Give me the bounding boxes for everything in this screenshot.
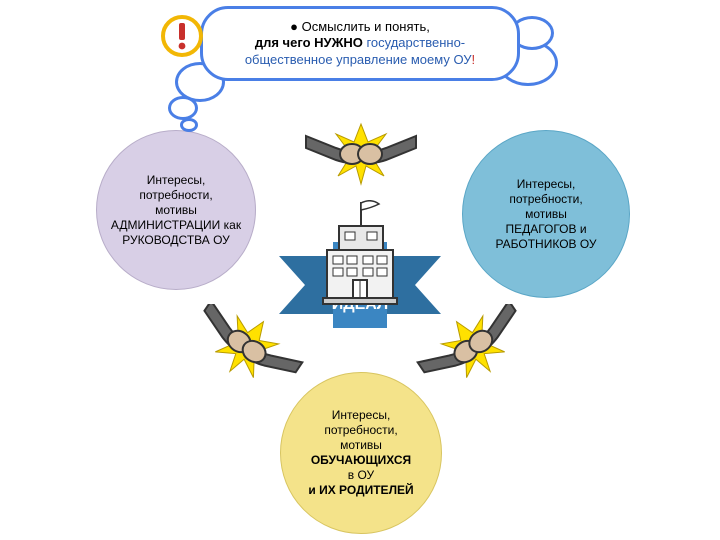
cloud-line3: общественное управление моему ОУ! [221,52,499,68]
students-text: Интересы, потребности, мотивы ОБУЧАЮЩИХС… [308,408,413,498]
teachers-text: Интересы, потребности, мотивы ПЕДАГОГОВ … [495,177,596,252]
diagram-stage: ● Осмыслить и понять, для чего НУЖНО гос… [0,0,720,540]
conflict-icon-top [302,112,420,195]
admin-text: Интересы, потребности, мотивы АДМИНИСТРА… [111,173,241,248]
exclamation-icon [160,14,204,63]
teachers-circle: Интересы, потребности, мотивы ПЕДАГОГОВ … [462,130,630,298]
cloud-bump [168,96,198,120]
cloud-line2: для чего НУЖНО государственно- [221,35,499,51]
admin-circle: Интересы, потребности, мотивы АДМИНИСТРА… [96,130,256,290]
cloud-line1: ● Осмыслить и понять, [221,19,499,35]
thought-cloud: ● Осмыслить и понять, для чего НУЖНО гос… [200,6,520,81]
conflict-icon-bottom-left [186,304,304,399]
conflict-icon-bottom-right [416,304,534,399]
cloud-bump [180,118,198,132]
building-icon [319,200,401,313]
